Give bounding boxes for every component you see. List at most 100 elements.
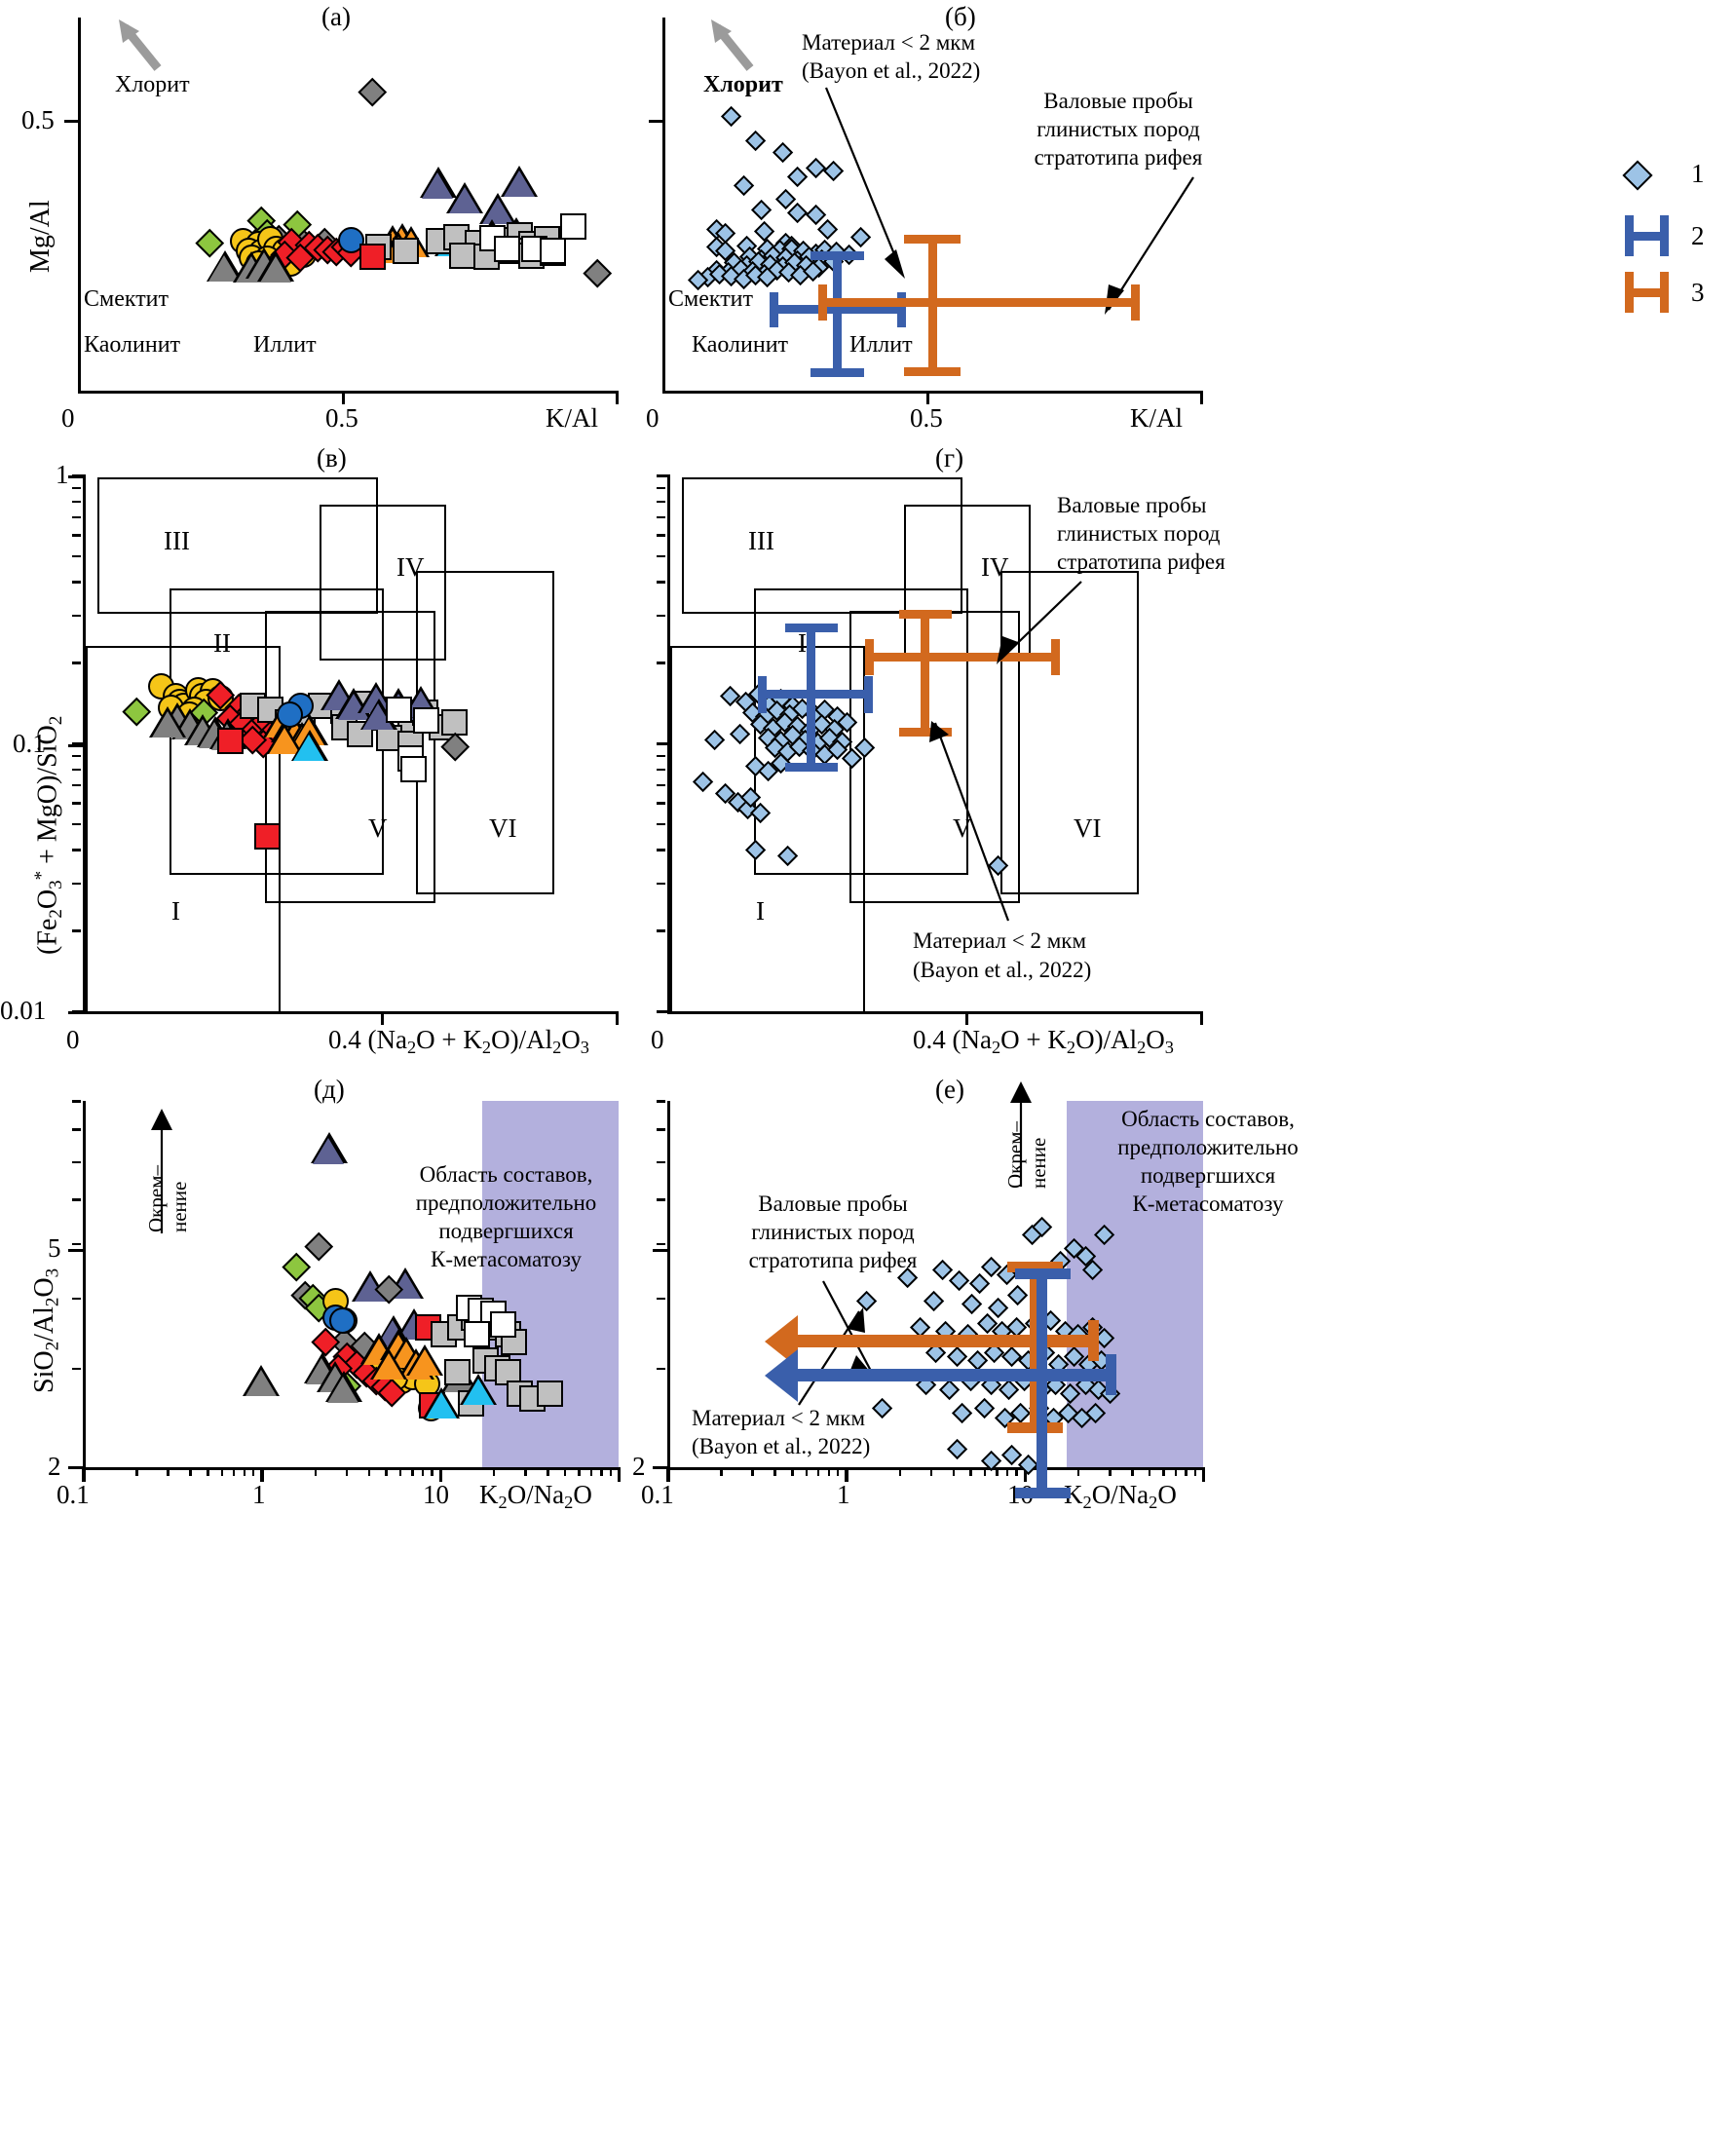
triangle-fill	[152, 711, 184, 738]
panel-e-label-silicification-line1: Окрем–	[1003, 1121, 1027, 1189]
panel-g-xtick-label-0: 0	[651, 1025, 664, 1054]
minor-tick	[845, 1467, 848, 1482]
minor-tick	[657, 554, 665, 558]
minor-tick	[929, 1467, 933, 1476]
panel-b-annot-bulk-line2: глинистых пород	[1037, 117, 1200, 141]
panel-d-ytick-label-2: 2	[48, 1452, 61, 1481]
data-point-diamond	[733, 175, 754, 197]
minor-tick	[657, 534, 665, 537]
data-point-square	[449, 243, 476, 270]
minor-tick	[1202, 1467, 1205, 1482]
data-point-square	[489, 1310, 516, 1338]
panel-g-annot-material-line2: (Bayon et al., 2022)	[913, 958, 1092, 982]
minor-tick	[983, 1467, 987, 1476]
data-point-square	[443, 1359, 471, 1386]
panel-d-xtick-label-1: 1	[252, 1480, 266, 1509]
data-point-diamond	[987, 1297, 1009, 1319]
minor-tick	[1131, 1467, 1134, 1476]
minor-tick	[314, 1467, 318, 1476]
triangle-fill	[245, 1370, 277, 1397]
panel-b-x-axis-title: K/Al	[1130, 403, 1183, 433]
minor-tick	[260, 1467, 263, 1482]
minor-tick	[657, 849, 665, 851]
panel-v-field-III-box	[97, 477, 378, 614]
data-point-diamond	[968, 1272, 991, 1295]
legend-label-1: 1	[1691, 159, 1705, 188]
triangle-fill	[313, 1137, 345, 1164]
panel-g-xtick-end	[1200, 1011, 1203, 1025]
minor-tick	[657, 783, 665, 787]
panel-v-tag: (в)	[317, 443, 347, 473]
minor-tick	[385, 1467, 388, 1476]
minor-tick	[657, 581, 665, 584]
minor-tick	[657, 500, 665, 504]
data-point-diamond	[283, 1253, 312, 1282]
panel-d-ytick-5	[68, 1249, 86, 1252]
minor-tick	[232, 1467, 236, 1476]
minor-tick	[72, 742, 86, 745]
panel-g-field-label-IV: IV	[981, 552, 1009, 582]
panel-g: (г) 0 0.4 (Na2O + K2O)/Al2O3 III IV II I…	[643, 438, 1734, 1072]
minor-tick	[657, 822, 665, 826]
panel-v-xtick-label-0.4: 0.4	[328, 1025, 361, 1054]
minor-tick	[657, 1466, 665, 1469]
data-point-triangle	[422, 1386, 460, 1419]
panel-e-errorbar-orange-arrowhead-icon	[765, 1315, 798, 1368]
panel-b-label-smectite: Смектит	[668, 286, 754, 312]
minor-tick	[72, 500, 81, 504]
minor-tick	[72, 929, 81, 932]
panel-a-tag: (а)	[321, 2, 351, 31]
panel-g-field-II-box	[754, 588, 968, 875]
minor-tick	[72, 754, 81, 758]
data-point-diamond	[786, 166, 809, 188]
panel-g-xtick-0.4	[965, 1011, 968, 1025]
data-point-square	[560, 213, 587, 241]
panel-b-annot-bulk-line1: Валовые пробы	[1043, 89, 1193, 113]
data-point-square	[463, 1321, 490, 1348]
panel-v-xtick-label-0: 0	[66, 1025, 80, 1054]
panel-v-field-label-I: I	[171, 896, 180, 926]
panel-b-annot-bulk-arrow-icon	[1105, 176, 1194, 315]
minor-tick	[657, 882, 665, 886]
data-point-diamond	[786, 203, 809, 224]
panel-e-annot-kmetasom-line3: подвергшихся	[1140, 1163, 1276, 1188]
panel-e-tag: (е)	[935, 1075, 964, 1104]
panel-d-label-silicification-line1: Окрем–	[144, 1165, 168, 1232]
minor-tick	[398, 1467, 402, 1476]
panel-g-annot-bulk-arrow-icon	[997, 581, 1082, 664]
panel-b-label-illite: Иллит	[849, 332, 913, 358]
minor-tick	[431, 1467, 434, 1476]
minor-tick	[1193, 1467, 1197, 1476]
panel-v-xtick-end	[616, 1011, 619, 1025]
panel-a-ytick-label-0.5: 0.5	[21, 105, 55, 134]
panel-d-xtick-label-10: 10	[423, 1480, 449, 1509]
minor-tick	[220, 1467, 224, 1476]
panel-e-annot-bulk-line2: глинистых пород	[751, 1220, 915, 1244]
panel-d-x-axis-title: K2O/Na2O	[479, 1480, 592, 1513]
minor-tick	[666, 1467, 669, 1482]
minor-tick	[1015, 1467, 1018, 1476]
minor-tick	[72, 515, 81, 519]
data-point-square	[392, 238, 419, 265]
panel-a-label-illite: Иллит	[253, 332, 317, 358]
data-point-triangle	[324, 1371, 362, 1403]
panel-e-annot-kmetasom-line1: Область составов,	[1121, 1107, 1295, 1131]
panel-e-annot-material-line2: (Bayon et al., 2022)	[692, 1434, 871, 1458]
minor-tick	[1174, 1467, 1178, 1476]
minor-tick	[72, 474, 86, 477]
panel-v-ytick-0.1	[68, 744, 86, 747]
minor-tick	[657, 742, 670, 745]
panel-g-field-VI-box	[1000, 571, 1139, 894]
data-point-triangle	[149, 705, 187, 738]
triangle-fill	[372, 1353, 404, 1381]
minor-tick	[1162, 1467, 1165, 1476]
minor-tick	[657, 1367, 665, 1371]
minor-tick	[600, 1467, 603, 1476]
minor-tick	[207, 1467, 209, 1476]
minor-tick	[657, 929, 665, 932]
panel-g-field-label-V: V	[953, 813, 972, 843]
panel-e-silicification-arrow-icon	[1010, 1081, 1032, 1187]
panel-v-field-V-box	[265, 611, 435, 903]
minor-tick	[657, 515, 665, 519]
